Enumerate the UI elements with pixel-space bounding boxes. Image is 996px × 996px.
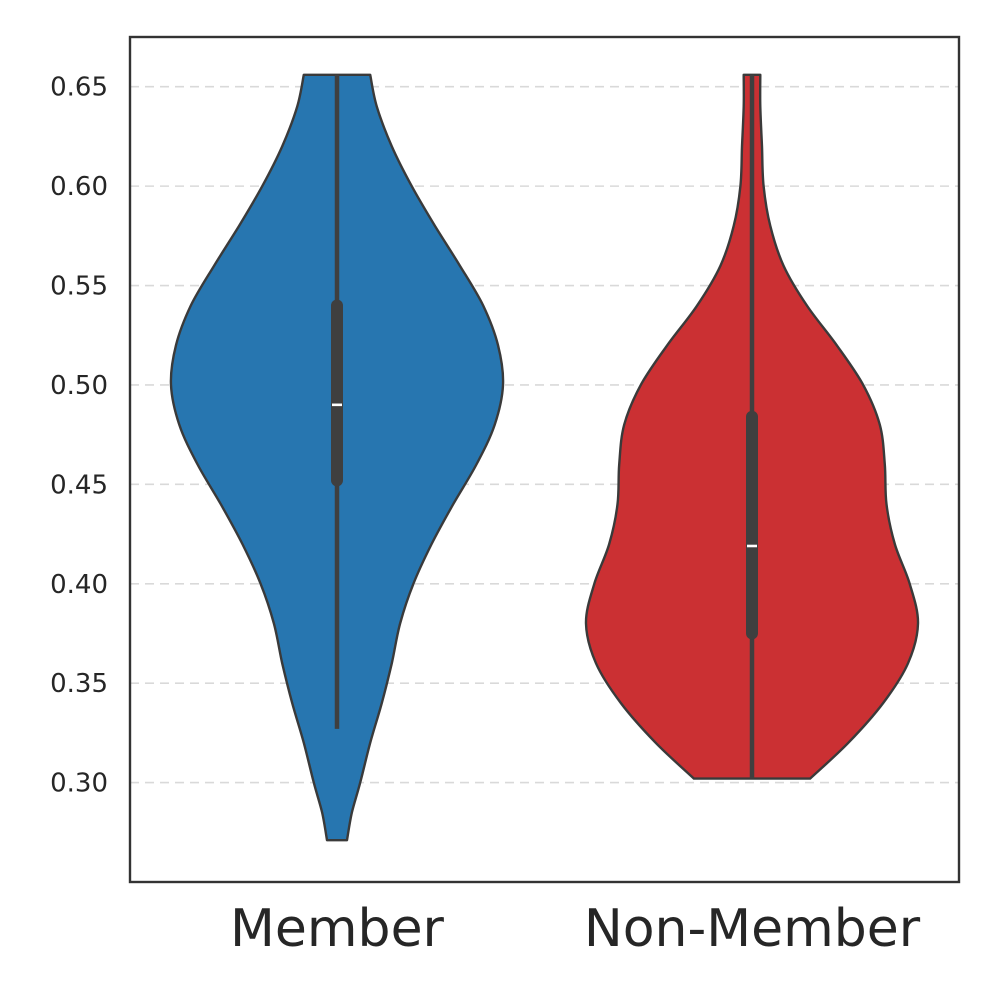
category-label-non-member: Non-Member	[584, 899, 921, 959]
y-tick-label-4: 0.50	[50, 371, 108, 401]
violin-member	[169, 73, 505, 842]
x-axis-categories: Member Non-Member	[230, 899, 921, 959]
y-axis-ticks: 0.30 0.35 0.40 0.45 0.50 0.55 0.60 0.65	[50, 73, 108, 799]
category-label-member: Member	[230, 899, 445, 959]
plot-frame	[128, 35, 961, 884]
y-tick-label-1: 0.35	[50, 669, 108, 699]
y-tick-label-6: 0.60	[50, 172, 108, 202]
y-tick-label-3: 0.45	[50, 470, 108, 500]
violin-non-member	[584, 73, 920, 780]
y-tick-label-7: 0.65	[50, 73, 108, 103]
y-tick-label-0: 0.30	[50, 769, 108, 799]
y-tick-label-5: 0.55	[50, 272, 108, 302]
violins	[169, 73, 920, 842]
y-tick-label-2: 0.40	[50, 570, 108, 600]
